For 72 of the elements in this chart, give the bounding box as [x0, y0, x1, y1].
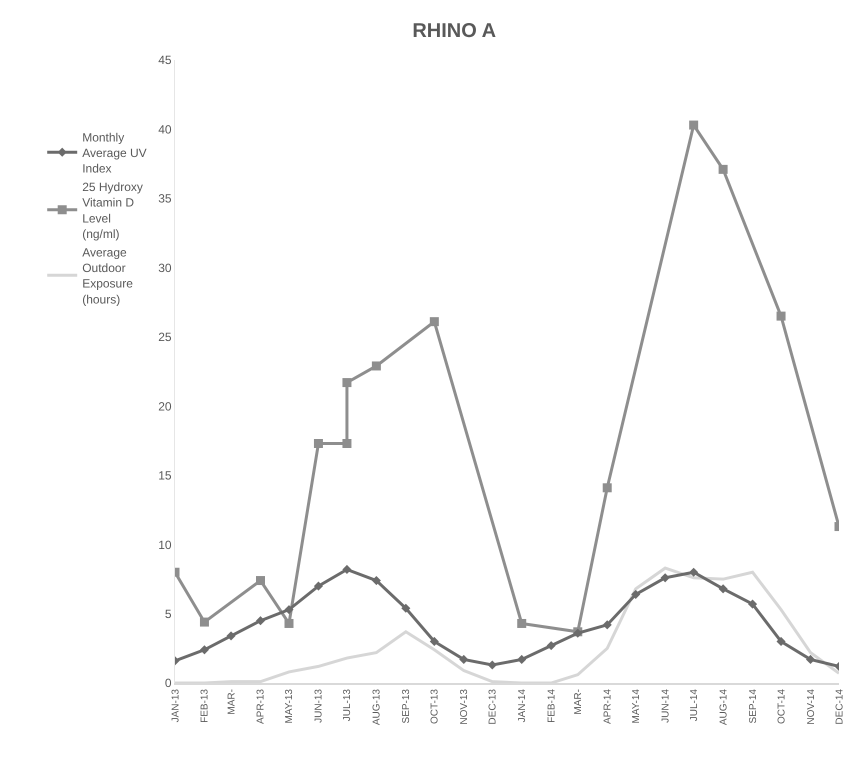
y-tick-label: 30: [158, 260, 172, 275]
x-tick-label: JAN-14: [516, 688, 528, 722]
x-tick-label: SEP-14: [748, 688, 759, 724]
x-tick-label: APR-14: [602, 688, 614, 724]
x-tick-label: NOV-14: [806, 688, 817, 725]
x-tick-label: JUL-13: [342, 688, 354, 722]
point: [631, 590, 640, 599]
point: [776, 636, 786, 646]
x-tick-label: APR-13: [256, 688, 267, 724]
chart-title: RHINO A: [412, 20, 496, 42]
point: [372, 576, 381, 586]
point: [517, 618, 526, 628]
x-tick-label: MAY-14: [630, 688, 642, 724]
x-tick-label: JUN-14: [660, 688, 672, 723]
x-tick-label: FEB-13: [200, 688, 211, 723]
point: [459, 654, 468, 664]
point: [689, 568, 698, 577]
x-tick-label: DEC-13: [488, 688, 499, 725]
point: [517, 654, 526, 664]
point: [256, 616, 266, 626]
x-tick-label: DEC-14: [834, 688, 846, 725]
y-tick-label: 35: [158, 192, 172, 206]
y-tick-label: 20: [158, 399, 172, 414]
x-tick-label: AUG-13: [372, 688, 383, 726]
y-tick-label: 10: [158, 538, 172, 552]
legend-label: Average Outdoor Exposure (hours): [82, 245, 134, 306]
x-tick-label: FEB-14: [546, 688, 558, 723]
point: [200, 618, 209, 627]
point: [689, 120, 698, 130]
legend-label: Monthly Average UV Index: [82, 130, 147, 176]
x-tick-label: OCT-14: [776, 688, 788, 724]
x-tick-label: NOV-13: [459, 688, 470, 725]
point: [226, 631, 236, 640]
x-tick-label: MAR-: [573, 689, 584, 715]
point: [430, 636, 439, 646]
point: [718, 164, 728, 174]
point: [806, 654, 816, 664]
point: [718, 584, 728, 594]
point: [372, 361, 381, 370]
point: [748, 600, 758, 609]
point: [776, 312, 786, 321]
point: [602, 620, 612, 630]
x-tick-label: AUG-14: [718, 688, 730, 726]
x-tick-label: SEP-13: [401, 688, 412, 724]
point: [546, 641, 556, 650]
point: [256, 576, 265, 586]
point: [314, 438, 323, 448]
point: [488, 660, 497, 670]
x-tick-label: OCT-13: [430, 688, 441, 724]
point: [342, 378, 352, 388]
legend-label: 25 Hydroxy Vitamin D Level (ng/ml): [82, 180, 143, 241]
x-tick-label: JUL-14: [688, 688, 700, 722]
point: [430, 317, 439, 326]
y-tick-label: 5: [164, 606, 172, 621]
x-tick-label: JAN-13: [170, 688, 182, 722]
x-tick-label: JUN-13: [314, 688, 325, 723]
x-tick-label: MAR-: [226, 689, 238, 715]
point: [200, 645, 209, 654]
point: [284, 605, 294, 614]
y-tick-label: 40: [158, 122, 172, 136]
y-tick-label: 0: [164, 676, 172, 690]
point: [660, 573, 670, 582]
y-tick-label: 25: [158, 330, 172, 344]
x-tick-label: MAY-13: [284, 688, 296, 724]
point: [401, 604, 410, 613]
point: [342, 564, 352, 574]
point: [284, 618, 294, 628]
point: [602, 483, 612, 492]
point: [314, 582, 323, 591]
y-tick-label: 15: [158, 468, 172, 483]
y-tick-label: 45: [158, 53, 172, 68]
point: [342, 438, 352, 448]
